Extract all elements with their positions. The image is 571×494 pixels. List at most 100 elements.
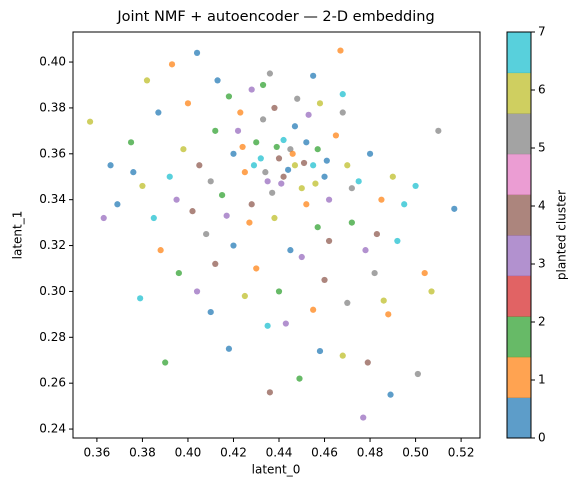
colorbar-tick-label: 2 <box>538 315 546 329</box>
y-tick-label: 0.26 <box>39 376 66 390</box>
scatter-point <box>332 132 340 139</box>
scatter-point <box>271 104 278 112</box>
scatter-point <box>130 169 137 176</box>
scatter-point <box>273 143 280 151</box>
scatter-point <box>421 269 428 277</box>
scatter-point <box>378 196 385 203</box>
y-tick-label: 0.32 <box>39 238 66 252</box>
scatter-point <box>239 143 246 151</box>
scatter-point <box>259 81 267 89</box>
scatter-point <box>230 150 237 157</box>
x-axis-label: latent_0 <box>252 463 301 477</box>
scatter-point <box>278 180 285 187</box>
scatter-point <box>262 169 269 176</box>
scatter-point <box>325 196 333 203</box>
scatter-point <box>355 178 362 185</box>
scatter-point <box>259 116 267 123</box>
x-tick-label: 0.50 <box>402 446 429 460</box>
scatter-point <box>380 297 387 304</box>
scatter-point <box>275 288 283 295</box>
scatter-point <box>280 136 287 144</box>
x-tick-label: 0.42 <box>220 446 247 460</box>
scatter-point <box>385 311 392 318</box>
x-tick-label: 0.36 <box>84 446 111 460</box>
scatter-point <box>325 237 333 245</box>
scatter-point <box>100 214 107 222</box>
scatter-point <box>360 414 367 421</box>
scatter-point <box>225 93 233 100</box>
scatter-point <box>348 219 355 226</box>
scatter-point <box>196 162 203 169</box>
scatter-point <box>271 214 278 222</box>
colorbar-tick-label: 5 <box>538 141 546 155</box>
scatter-point <box>212 127 219 134</box>
colorbar-segment <box>507 275 531 317</box>
scatter-point <box>155 109 162 116</box>
colorbar-segment <box>507 235 531 277</box>
scatter-point <box>86 118 94 125</box>
x-tick-label: 0.44 <box>266 446 293 460</box>
scatter-point <box>207 178 214 185</box>
colorbar-segment <box>507 153 531 195</box>
scatter-point <box>180 146 187 153</box>
scatter-point <box>214 77 221 84</box>
scatter-point <box>223 212 230 219</box>
scatter-point <box>250 162 258 169</box>
scatter-point <box>280 173 287 180</box>
scatter-point <box>312 180 319 187</box>
y-axis-label: latent_1 <box>11 211 25 260</box>
y-tick-label: 0.28 <box>39 330 66 344</box>
scatter-point <box>348 185 355 192</box>
colorbar-tick-label: 0 <box>538 431 546 445</box>
scatter-point <box>321 173 328 180</box>
scatter-point <box>310 162 317 169</box>
colorbar-frame <box>506 31 532 439</box>
scatter-point <box>175 269 182 277</box>
x-tick-label: 0.46 <box>311 446 338 460</box>
scatter-point <box>241 292 248 300</box>
scatter-point <box>337 47 344 54</box>
y-tick-label: 0.38 <box>39 100 66 114</box>
scatter-point <box>225 345 233 352</box>
scatter-point <box>212 260 219 268</box>
scatter-point <box>316 100 324 107</box>
scatter-point <box>162 359 169 366</box>
scatter-point <box>139 182 146 190</box>
colorbar-tick-label: 1 <box>538 373 546 387</box>
scatter-point <box>298 185 305 192</box>
x-tick-label: 0.38 <box>129 446 156 460</box>
scatter-point <box>364 359 371 366</box>
scatter-point <box>266 70 273 77</box>
scatter-point <box>287 146 294 153</box>
scatter-point <box>296 375 303 382</box>
colorbar-segment <box>507 113 531 155</box>
scatter-point <box>166 173 173 180</box>
scatter-point <box>373 230 380 238</box>
scatter-point <box>291 123 299 130</box>
scatter-point <box>269 189 276 196</box>
scatter-point <box>157 247 164 254</box>
colorbar-label: planted cluster <box>555 190 569 280</box>
colorbar-segment <box>507 194 531 236</box>
scatter-point <box>137 295 144 302</box>
scatter-point <box>321 276 328 284</box>
scatter-point <box>150 214 157 222</box>
plot-frame <box>72 31 481 439</box>
y-tick-label: 0.36 <box>39 146 66 160</box>
colorbar-segment <box>507 316 531 358</box>
scatter-point <box>246 219 253 226</box>
scatter-point <box>264 178 271 185</box>
scatter-point <box>107 162 114 169</box>
scatter-point <box>414 370 421 378</box>
scatter-point <box>316 347 324 355</box>
scatter-point <box>248 201 255 208</box>
scatter-point <box>339 352 346 359</box>
scatter-point <box>366 150 374 157</box>
scatter-point <box>428 288 435 295</box>
scatter-point <box>218 191 226 199</box>
scatter-point <box>237 109 244 116</box>
scatter-point <box>184 100 192 107</box>
scatter-point <box>127 139 135 146</box>
scatter-point <box>314 224 321 231</box>
scatter-point <box>435 127 442 134</box>
